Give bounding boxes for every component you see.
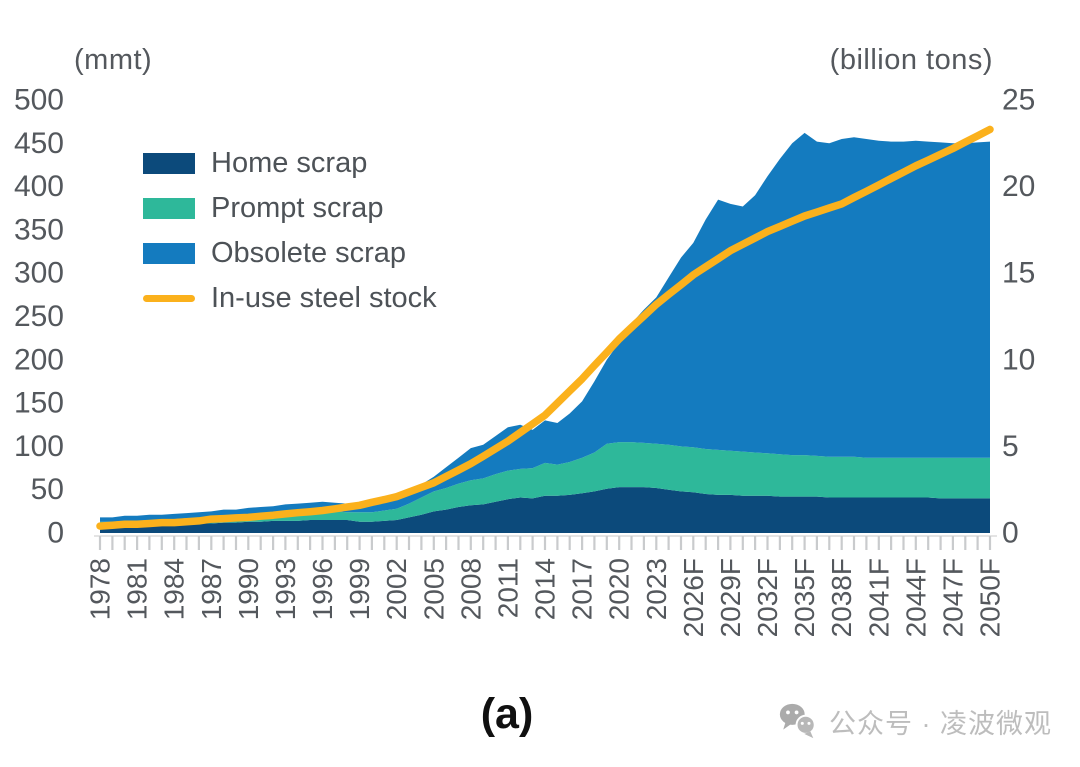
left-axis-tick-label: 200 <box>14 343 64 376</box>
x-axis-label: 2020 <box>604 558 635 620</box>
watermark: 公众号 · 凌波微观 <box>777 700 1052 742</box>
right-axis-tick-label: 25 <box>1002 84 1035 117</box>
legend-label-home-scrap: Home scrap <box>211 147 368 179</box>
right-axis-tick-label: 10 <box>1002 343 1035 376</box>
legend-label-in-use-steel-stock: In-use steel stock <box>211 282 437 314</box>
legend-label-prompt-scrap: Prompt scrap <box>211 192 384 224</box>
left-axis-tick-label: 250 <box>14 300 64 333</box>
right-axis-tick-label: 20 <box>1002 170 1035 203</box>
left-axis-tick-label: 450 <box>14 127 64 160</box>
x-axis-label: 1981 <box>122 558 153 620</box>
legend-swatch-home-scrap <box>143 153 195 174</box>
x-axis-label: 2029F <box>715 558 746 637</box>
x-axis-label: 2038F <box>826 558 857 637</box>
x-axis-label: 1978 <box>85 558 116 620</box>
legend-label-obsolete-scrap: Obsolete scrap <box>211 237 407 269</box>
legend-line-sample-in-use-steel-stock <box>143 295 195 302</box>
left-axis-tick-label: 400 <box>14 170 64 203</box>
left-axis-tick-label: 50 <box>31 473 64 506</box>
legend-item-in-use-steel-stock: In-use steel stock <box>143 276 437 321</box>
legend-swatch-prompt-scrap <box>143 198 195 219</box>
left-axis-unit-label: (mmt) <box>74 44 153 76</box>
right-axis-tick-label: 0 <box>1002 517 1019 550</box>
x-axis-label: 2011 <box>492 558 523 618</box>
x-axis-label: 2035F <box>789 558 820 637</box>
wechat-icon <box>779 703 816 739</box>
line-in-use-steel-stock <box>96 125 994 530</box>
left-axis-tick-label: 100 <box>14 430 64 463</box>
x-axis-label: 2032F <box>752 558 783 637</box>
left-axis-tick-label: 500 <box>14 84 64 117</box>
left-axis-tick-label: 0 <box>47 517 64 550</box>
x-axis-label: 2008 <box>455 558 486 620</box>
x-axis-label: 1999 <box>344 558 375 620</box>
subfigure-caption: (a) <box>480 690 534 738</box>
x-axis-label: 2017 <box>567 558 598 620</box>
x-axis-label: 1987 <box>196 558 227 620</box>
x-axis-label: 2026F <box>678 558 709 637</box>
x-axis-label: 2014 <box>530 558 561 620</box>
right-axis-tick-label: 5 <box>1002 430 1019 463</box>
x-axis-label: 1990 <box>233 558 264 620</box>
right-axis-unit-label: (billion tons) <box>829 44 993 76</box>
watermark-text: 公众号 · 凌波微观 <box>829 708 1052 739</box>
area-home-scrap <box>100 487 990 533</box>
x-axis-label: 2023 <box>641 558 672 620</box>
x-axis-label: 2044F <box>900 558 931 637</box>
x-axis-label: 2005 <box>418 558 449 620</box>
legend-item-obsolete-scrap: Obsolete scrap <box>143 231 437 276</box>
x-axis-label: 2047F <box>937 558 968 637</box>
left-axis-tick-label: 300 <box>14 257 64 290</box>
x-axis-label: 1984 <box>159 558 190 620</box>
left-axis-tick-label: 350 <box>14 213 64 246</box>
x-axis-label: 2002 <box>381 558 412 620</box>
right-axis-tick-label: 15 <box>1002 257 1035 290</box>
legend: Home scrap Prompt scrap Obsolete scrap In-u… <box>143 141 437 321</box>
legend-item-prompt-scrap: Prompt scrap <box>143 186 437 231</box>
x-axis-label: 1996 <box>307 558 338 620</box>
left-axis-tick-label: 150 <box>14 387 64 420</box>
x-axis-label: 2050F <box>975 558 1006 637</box>
scrap-chart-svg: 1978 1981 1984 1987 1990 1993 1996 1999 2002 2005… <box>14 84 1035 638</box>
x-axis-label: 2041F <box>863 558 894 637</box>
area-prompt-scrap <box>100 442 990 527</box>
legend-item-home-scrap: Home scrap <box>143 141 437 186</box>
legend-swatch-obsolete-scrap <box>143 243 195 264</box>
x-axis-label: 1993 <box>270 558 301 620</box>
